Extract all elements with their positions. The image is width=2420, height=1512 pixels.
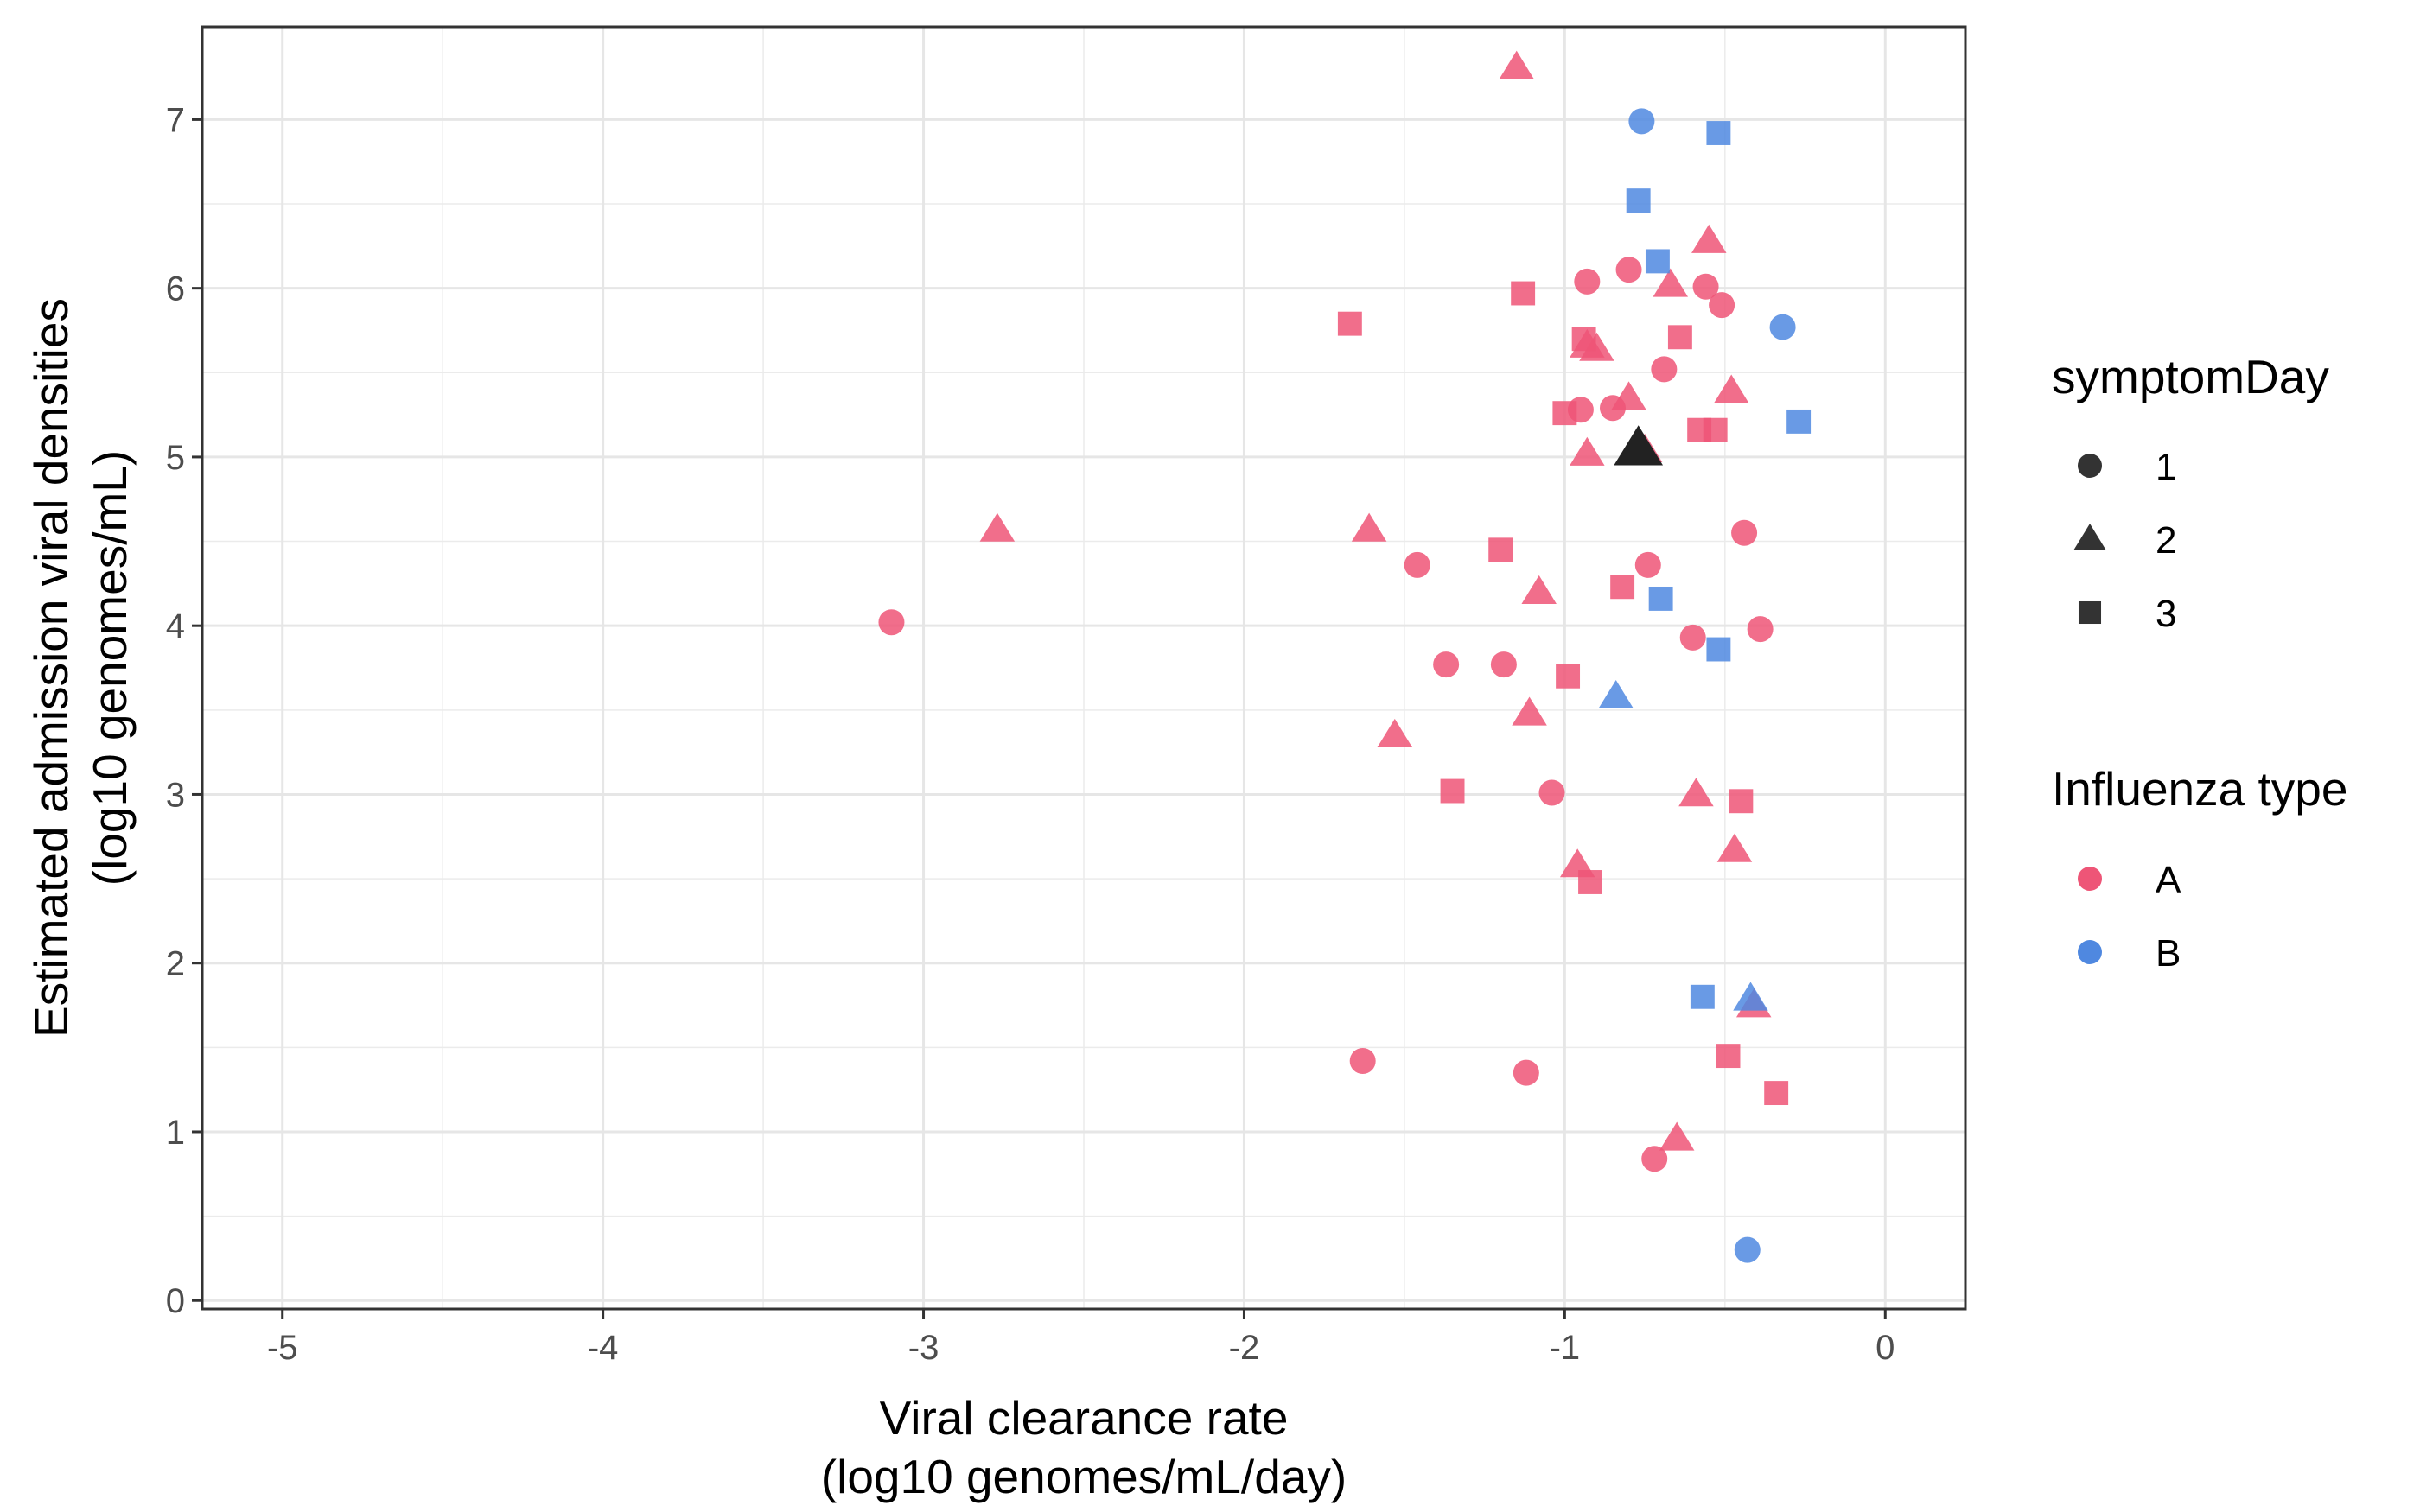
data-point	[1667, 325, 1692, 350]
legend: symptomDay 1 2 3 Influenza type AB	[2052, 350, 2347, 975]
color-legend-items: AB	[2078, 859, 2181, 975]
data-point	[1679, 624, 1706, 651]
data-point	[1337, 311, 1362, 336]
plot-panel-border	[201, 25, 1967, 1311]
data-point	[1713, 374, 1749, 403]
x-axis-title-line-2: (log10 genomes/mL/day)	[821, 1450, 1347, 1503]
data-point	[1653, 268, 1689, 297]
legend-key-circle	[2078, 454, 2102, 478]
data-point	[1610, 575, 1635, 600]
grid-lines	[202, 27, 1965, 1309]
x-tick-label: 0	[1876, 1329, 1895, 1367]
color-legend-label: B	[2156, 932, 2181, 975]
x-axis-title-line-1: Viral clearance rate	[880, 1391, 1289, 1445]
data-point	[1626, 188, 1651, 213]
data-point	[1404, 551, 1430, 578]
data-point	[1729, 789, 1754, 814]
data-point	[1706, 637, 1731, 662]
y-axis-title-line-1: Estimated admission viral densities	[24, 298, 78, 1038]
data-point	[1552, 401, 1577, 426]
x-tick-label: -4	[588, 1329, 619, 1367]
data-point	[1512, 1059, 1539, 1086]
data-point	[1556, 664, 1581, 689]
data-point	[1628, 108, 1655, 135]
data-point	[1490, 651, 1517, 678]
data-point	[1709, 292, 1735, 319]
data-point	[1716, 833, 1753, 862]
y-tick-label: 0	[166, 1282, 185, 1320]
data-point	[1488, 537, 1513, 562]
data-point	[1598, 679, 1634, 709]
data-point	[1651, 356, 1678, 383]
y-tick-label: 7	[166, 101, 185, 139]
data-point	[1706, 121, 1731, 145]
color-legend-label: A	[2156, 859, 2181, 901]
y-tick-label: 4	[166, 607, 185, 645]
data-point	[1659, 1121, 1695, 1151]
data-point	[1538, 779, 1565, 806]
data-point	[1512, 696, 1547, 726]
data-point	[1731, 519, 1758, 546]
data-point	[1769, 314, 1796, 340]
x-tick-label: -5	[267, 1329, 298, 1367]
data-point	[1615, 257, 1642, 283]
y-tick-label: 2	[166, 945, 185, 983]
data-point	[1747, 616, 1774, 643]
data-point	[1611, 381, 1646, 410]
shape-legend-title: symptomDay	[2052, 350, 2329, 403]
shape-legend-label: 2	[2156, 519, 2176, 562]
y-axis-title-line-2: (log10 genomes/mL)	[83, 450, 137, 886]
data-point	[1786, 409, 1812, 434]
data-point	[1570, 436, 1605, 466]
data-point	[1733, 982, 1768, 1011]
y-tick-label: 1	[166, 1114, 185, 1152]
legend-key-square	[2078, 600, 2102, 625]
x-tick-label: -3	[908, 1329, 939, 1367]
data-point	[1641, 1146, 1668, 1172]
data-point	[1433, 651, 1460, 678]
x-tick-label: -1	[1550, 1329, 1581, 1367]
y-tick-label: 5	[166, 439, 185, 477]
data-point	[1678, 778, 1714, 807]
data-point	[1578, 870, 1602, 894]
data-point	[1511, 281, 1536, 306]
data-point	[1690, 984, 1715, 1009]
data-point	[1440, 778, 1465, 804]
data-point	[1645, 249, 1670, 274]
shape-legend-label: 3	[2156, 593, 2176, 635]
legend-key-color	[2078, 940, 2102, 964]
data-points	[878, 50, 1812, 1263]
data-point	[1574, 268, 1601, 295]
y-tick-label: 6	[166, 270, 185, 308]
legend-key-color	[2078, 867, 2102, 891]
data-point	[1691, 224, 1727, 253]
x-tick-label: -2	[1229, 1329, 1260, 1367]
data-point	[1349, 1047, 1376, 1074]
data-point	[1634, 551, 1661, 578]
data-point	[1692, 273, 1719, 300]
data-point-highlight	[1614, 425, 1664, 466]
data-point	[1351, 512, 1387, 542]
data-point	[1521, 575, 1557, 604]
data-point	[1648, 586, 1673, 611]
axes: -5 -4 -3 -2 -1 0 0 1 2 3 4 5 6 7	[166, 101, 1895, 1367]
data-point	[979, 512, 1016, 542]
data-point	[1377, 718, 1413, 747]
y-tick-label: 3	[166, 776, 185, 814]
data-point	[1499, 50, 1534, 79]
shape-legend-items: 1 2 3	[2073, 446, 2176, 635]
data-point	[1703, 417, 1728, 442]
data-point	[1571, 327, 1596, 352]
color-legend-title: Influenza type	[2052, 762, 2347, 816]
data-point	[878, 609, 905, 636]
data-point	[1579, 332, 1614, 361]
data-point	[1764, 1081, 1789, 1106]
data-point	[1734, 1236, 1761, 1263]
shape-legend-label: 1	[2156, 446, 2176, 488]
legend-key-triangle	[2073, 524, 2106, 550]
data-point	[1716, 1044, 1741, 1069]
